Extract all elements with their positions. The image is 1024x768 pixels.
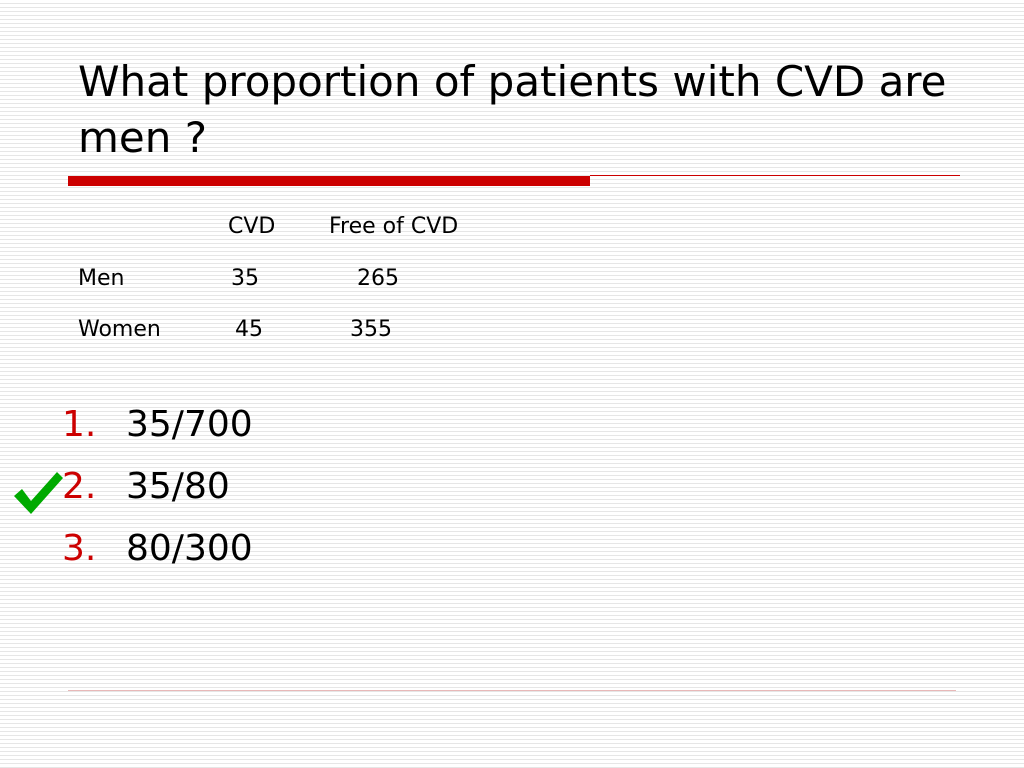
answer-option-3: 3. 80/300 bbox=[62, 524, 253, 574]
footer-divider bbox=[68, 690, 956, 691]
slide-title: What proportion of patients with CVD are… bbox=[78, 57, 947, 162]
table-cell-men-free: 265 bbox=[357, 266, 399, 291]
answer-number: 2. bbox=[62, 466, 97, 507]
title-underline-thin bbox=[590, 175, 960, 176]
table-header-free-of-cvd: Free of CVD bbox=[329, 214, 459, 239]
title-underline-thick bbox=[68, 176, 590, 186]
answer-number: 3. bbox=[62, 528, 97, 569]
table-cell-women-cvd: 45 bbox=[235, 317, 263, 342]
answer-option-1: 1. 35/700 bbox=[62, 400, 253, 450]
checkmark-icon bbox=[14, 472, 63, 514]
answer-option-2: 2. 35/80 bbox=[62, 462, 230, 512]
answer-text: 35/80 bbox=[126, 466, 230, 507]
table-header-cvd: CVD bbox=[228, 214, 276, 239]
table-cell-women-free: 355 bbox=[350, 317, 392, 342]
answer-text: 35/700 bbox=[126, 404, 253, 445]
table-cell-men-cvd: 35 bbox=[231, 266, 259, 291]
answer-text: 80/300 bbox=[126, 528, 253, 569]
table-row-label-men: Men bbox=[78, 266, 125, 291]
answer-number: 1. bbox=[62, 404, 97, 445]
table-row-label-women: Women bbox=[78, 317, 161, 342]
